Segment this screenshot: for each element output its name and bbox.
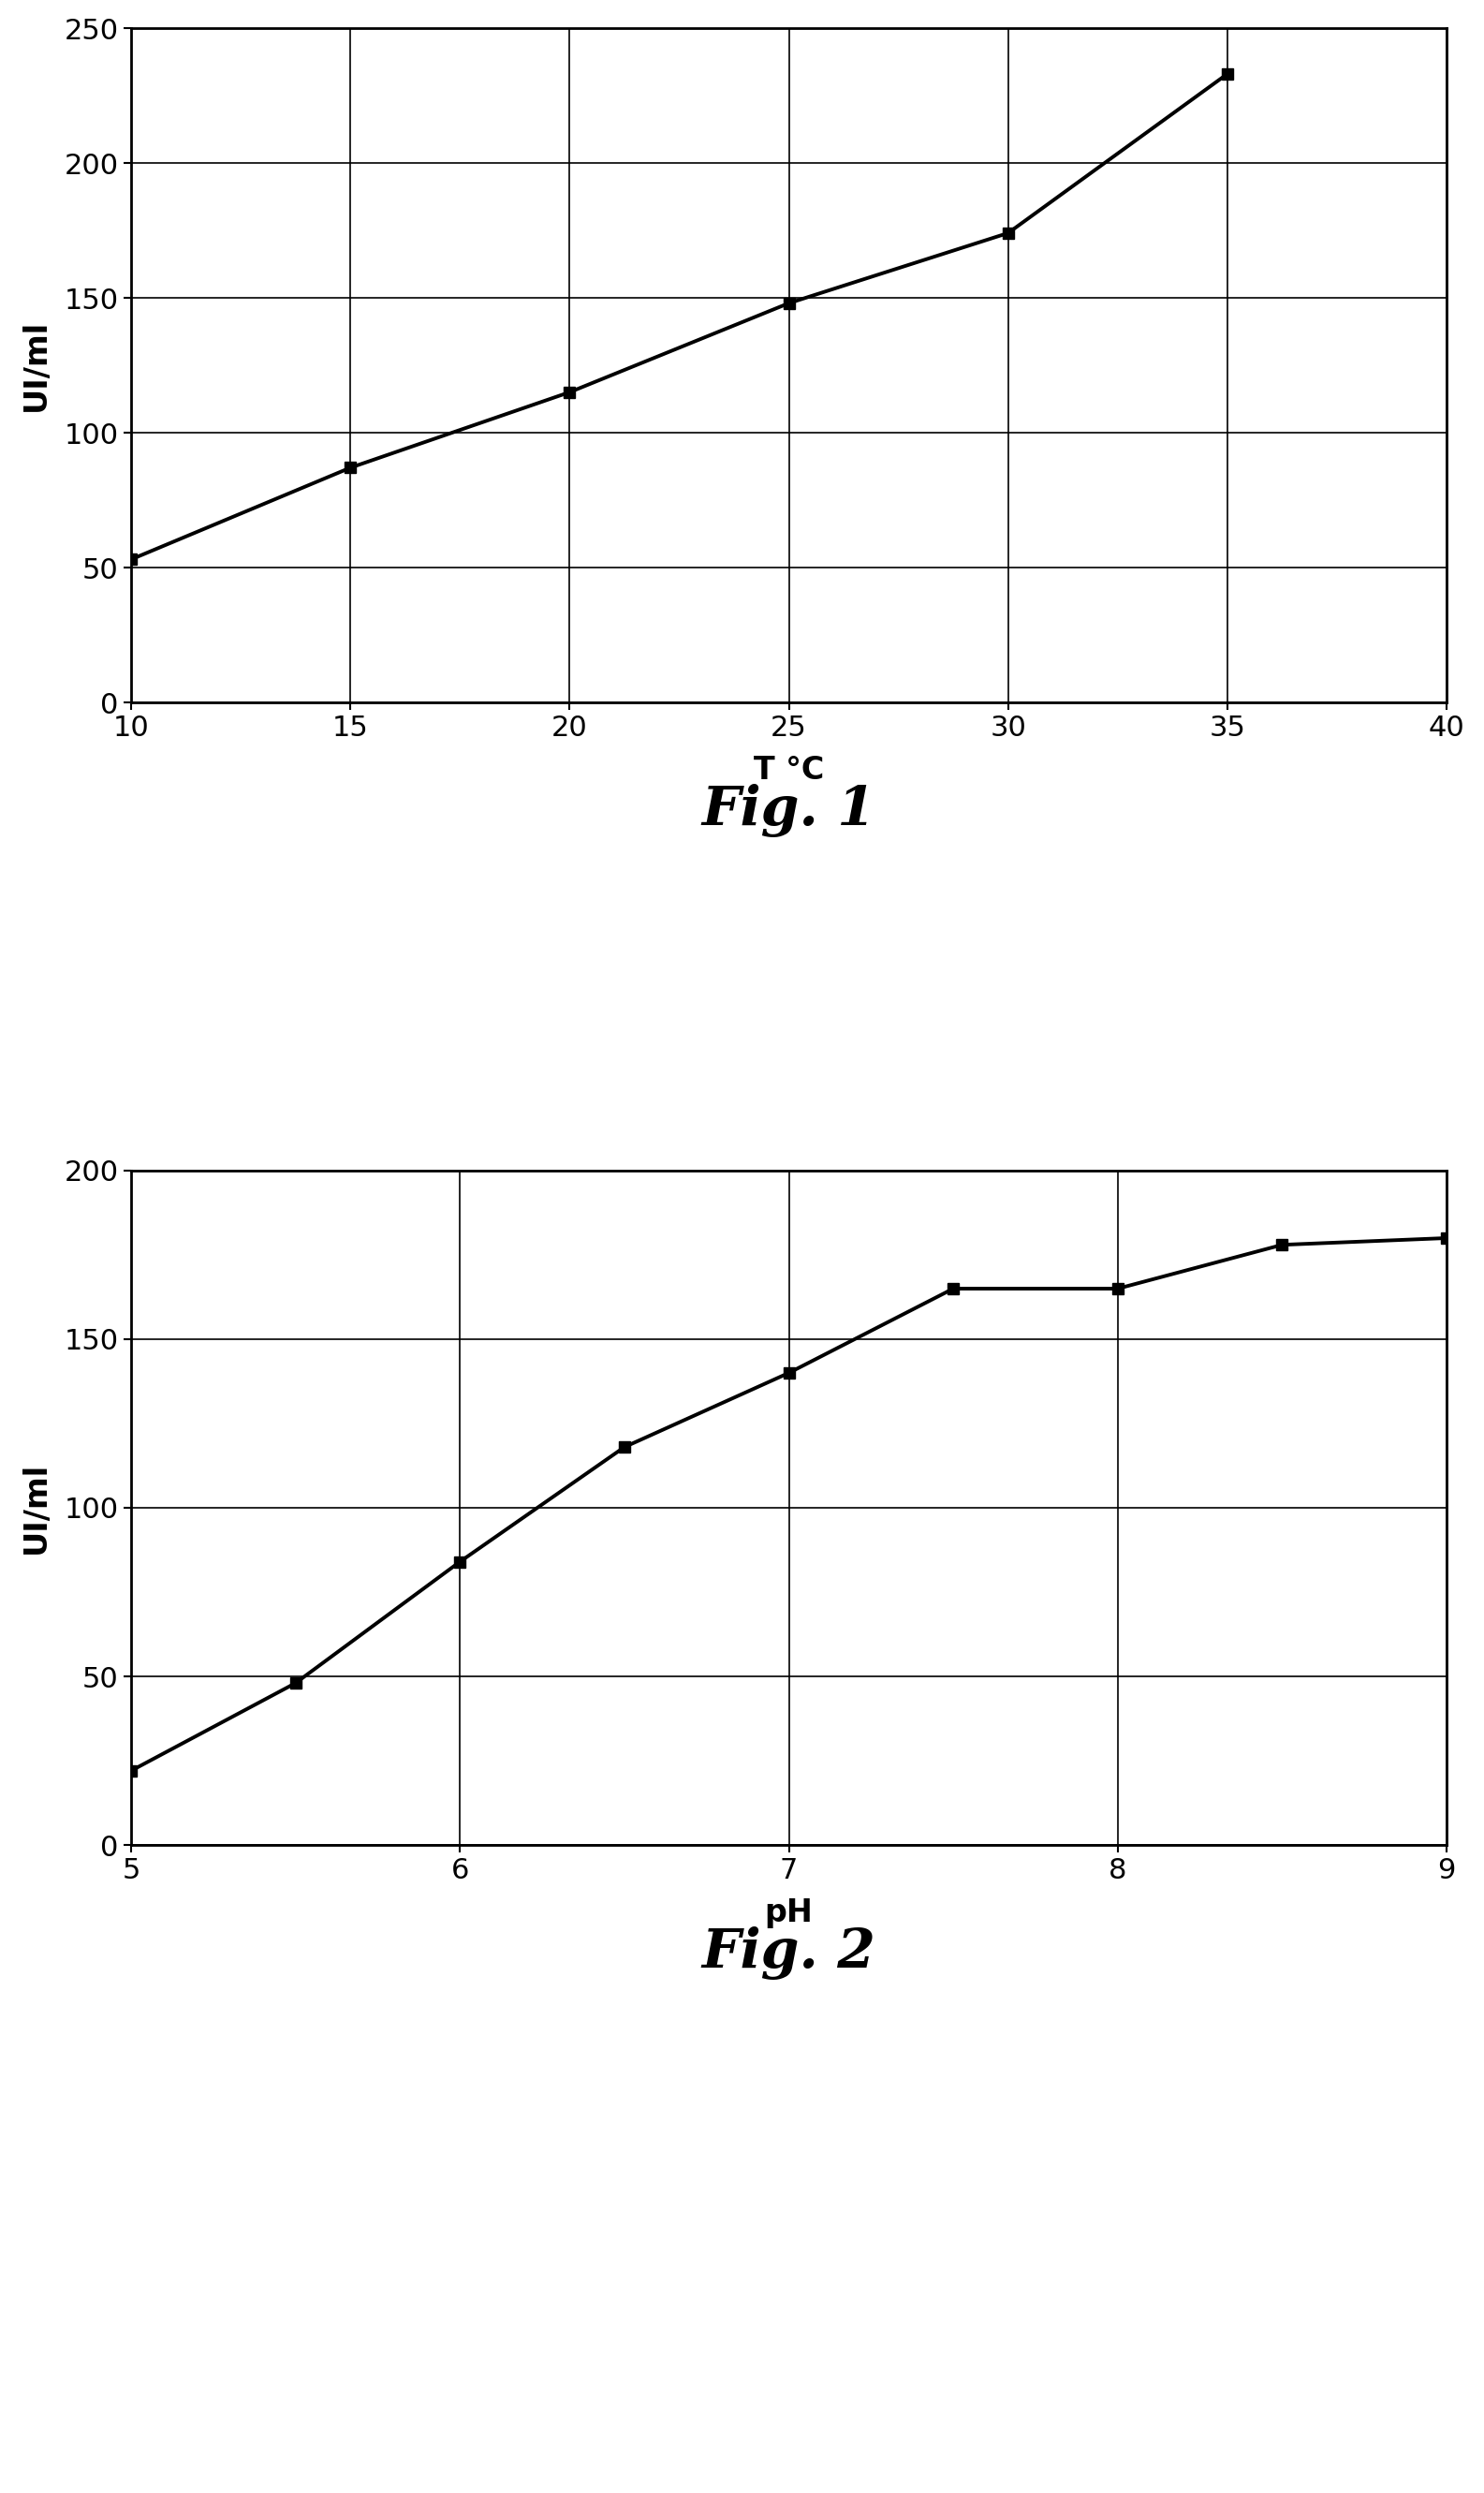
Text: Fig. 1: Fig. 1 bbox=[702, 783, 876, 838]
Text: Fig. 2: Fig. 2 bbox=[702, 1927, 876, 1979]
Y-axis label: UI/ml: UI/ml bbox=[21, 1461, 52, 1553]
X-axis label: T °C: T °C bbox=[754, 755, 824, 785]
Y-axis label: UI/ml: UI/ml bbox=[21, 319, 52, 411]
X-axis label: pH: pH bbox=[764, 1897, 813, 1930]
